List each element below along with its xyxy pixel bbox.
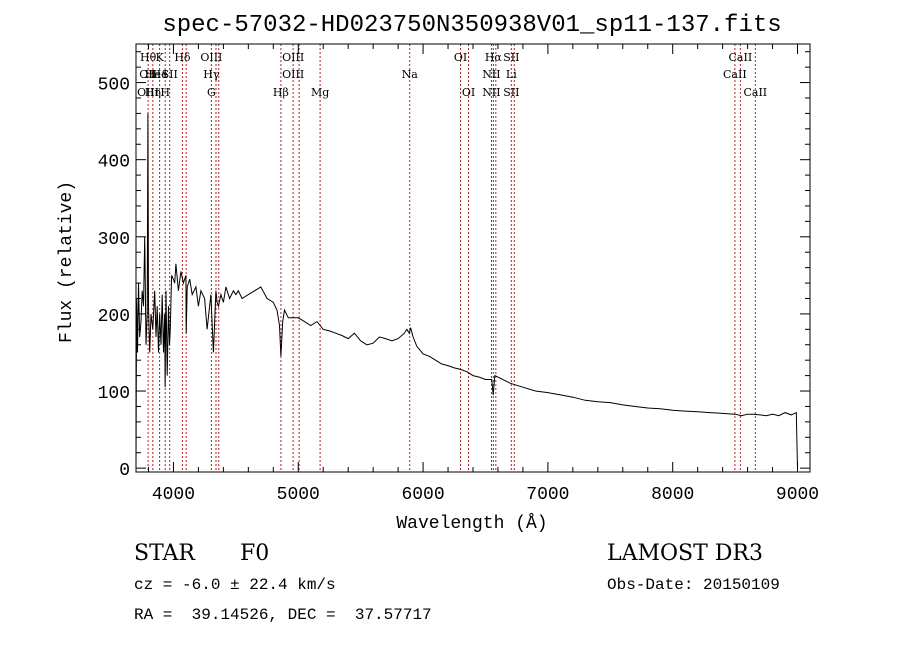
x-tick-label: 7000 (526, 485, 569, 505)
line-marker-label: Na (402, 68, 419, 81)
line-marker-label: OIII (200, 51, 222, 64)
survey-name: LAMOST DR3 (607, 541, 763, 566)
chart-title: spec-57032-HD023750N350938V01_sp11-137.f… (162, 12, 781, 39)
line-marker-label: NII (482, 68, 500, 81)
object-class: STAR (134, 541, 196, 566)
line-marker-label: Hδ (174, 51, 191, 64)
line-marker-label: OI (454, 51, 467, 64)
line-marker-label: He (145, 68, 161, 81)
line-marker-label: Hη (145, 86, 161, 99)
line-marker-label: Hβ (273, 86, 289, 99)
redshift-info: cz = -6.0 ± 22.4 km/s (134, 576, 336, 594)
line-marker-label: Hα (485, 51, 503, 64)
line-marker-label: Hθ (140, 51, 157, 64)
x-tick-label: 6000 (401, 485, 444, 505)
line-marker-label: OI (462, 86, 475, 99)
plot-frame (135, 43, 811, 473)
line-marker-label: CaII (743, 86, 767, 99)
line-marker-label: SII (503, 51, 519, 64)
x-axis-label: Wavelength (Å) (396, 513, 547, 534)
line-markers (147, 44, 756, 472)
line-marker-label: Mg (311, 86, 329, 99)
x-tick-label: 9000 (776, 485, 819, 505)
object-subclass: F0 (240, 541, 269, 566)
y-tick-label: 300 (98, 230, 130, 250)
y-tick-label: 0 (119, 461, 130, 481)
line-marker-label: NII (482, 86, 500, 99)
x-tick-label: 5000 (277, 485, 320, 505)
line-marker-label: I (163, 68, 167, 81)
line-marker-label: Hγ (203, 68, 220, 81)
line-marker-label: OIII (137, 86, 159, 99)
axis-ticks: 4000 5000 6000 7000 8000 9000 0 100 200 300 400 500 (98, 44, 819, 505)
line-marker-label: He (152, 68, 168, 81)
y-tick-label: 100 (98, 384, 130, 404)
line-marker-label: G (207, 86, 216, 99)
y-axis-label: Flux (relative) (57, 181, 77, 343)
line-marker-label: K (155, 51, 164, 64)
x-tick-label: 4000 (152, 485, 195, 505)
line-marker-label: CaII (723, 68, 747, 81)
line-marker-label: H (160, 86, 170, 99)
y-tick-label: 200 (98, 307, 130, 327)
y-tick-label: 500 (98, 76, 130, 96)
obs-date: Obs-Date: 20150109 (607, 576, 780, 594)
y-tick-label: 400 (98, 153, 130, 173)
x-tick-label: 8000 (651, 485, 694, 505)
line-marker-label: Li (506, 68, 517, 81)
line-marker-label: OIII (282, 68, 304, 81)
line-marker-label: SII (162, 68, 178, 81)
line-marker-label: OII (139, 68, 157, 81)
line-marker-label: OIII (282, 51, 304, 64)
coordinates: RA = 39.14526, DEC = 37.57717 (134, 606, 432, 624)
line-marker-label: CaII (729, 51, 753, 64)
flux-series-line (135, 113, 798, 469)
line-marker-label: SII (503, 86, 519, 99)
